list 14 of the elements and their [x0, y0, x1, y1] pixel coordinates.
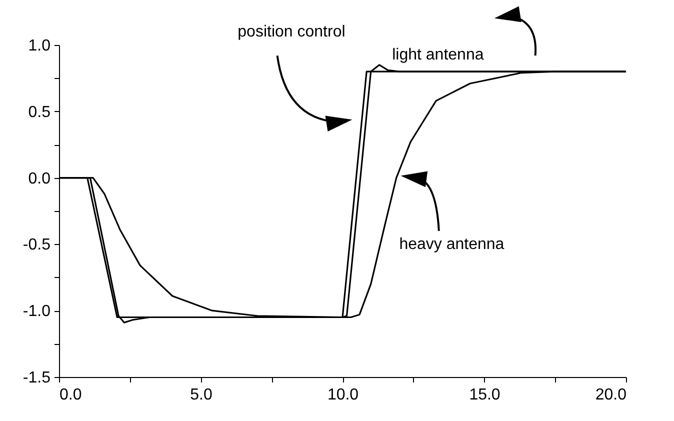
- x-tick-label: 20.0: [595, 386, 627, 404]
- x-tick-label: 0.0: [60, 386, 82, 404]
- y-tick-label: 0.5: [28, 104, 51, 121]
- y-tick-label: 1.0: [28, 38, 51, 54]
- series-label: heavy antenna: [399, 236, 504, 254]
- y-tick-label: -0.5: [22, 236, 51, 254]
- y-tick-label: -1.0: [22, 303, 51, 320]
- y-tick-label: -1.5: [22, 370, 51, 386]
- x-tick-label: 5.0: [190, 386, 212, 404]
- y-tick-label: 0.0: [28, 170, 51, 188]
- text: position control: [238, 24, 346, 41]
- x-tick-label: 15.0: [469, 386, 500, 404]
- series-label: light antenna: [392, 46, 484, 64]
- x-tick-label: 10.0: [327, 386, 359, 404]
